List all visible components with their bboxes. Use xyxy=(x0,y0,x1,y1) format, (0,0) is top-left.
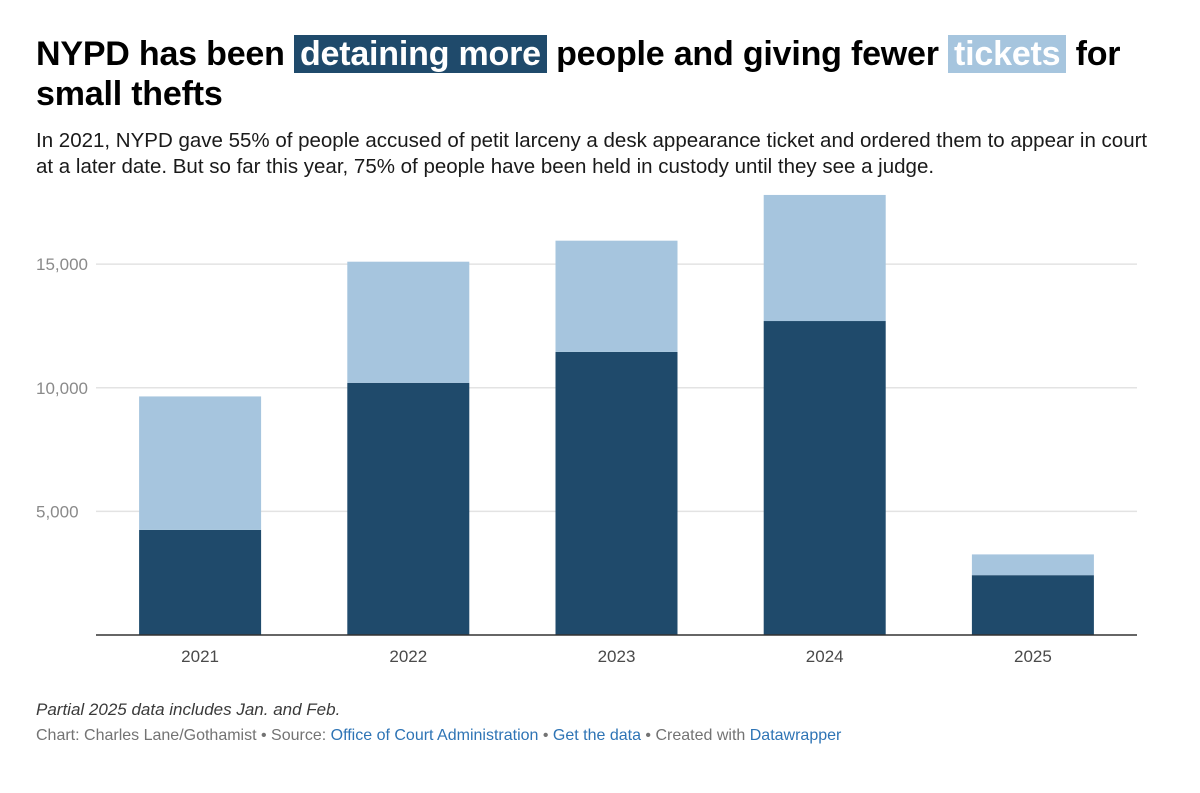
title-part-2: people and giving fewer xyxy=(546,35,949,73)
bar-tickets-2023 xyxy=(555,240,678,352)
x-tick-label: 2025 xyxy=(1014,647,1052,666)
bar-detained-2024 xyxy=(763,321,886,635)
footer-separator-data: • xyxy=(538,727,553,744)
title-part-1: NYPD has been xyxy=(36,35,294,73)
x-tick-label: 2021 xyxy=(181,647,219,666)
chart-title: NYPD has been detaining more people and … xyxy=(36,34,1166,114)
stacked-bar-chart: 5,000 10,000 15,000 2021 2022 2023 2024 2025 xyxy=(36,194,1137,666)
x-tick-label: 2024 xyxy=(806,647,844,666)
footer-separator-source: • Source: xyxy=(256,727,331,744)
bar-detained-2023 xyxy=(555,351,678,635)
title-part-3: for small thefts xyxy=(36,35,1121,113)
y-tick-label: 10,000 xyxy=(36,379,88,398)
bar-tickets-2021 xyxy=(139,396,262,530)
source-link[interactable]: Office of Court Administration xyxy=(330,727,539,744)
datawrapper-link[interactable]: Datawrapper xyxy=(749,727,842,744)
footer-separator-tool: • Created with xyxy=(640,727,750,744)
chart-footer: Chart: Charles Lane/Gothamist • Source: … xyxy=(36,727,841,745)
bar-detained-2025 xyxy=(971,575,1094,635)
title-highlight-tickets: tickets xyxy=(948,35,1067,73)
chart-subtitle: In 2021, NYPD gave 55% of people accused… xyxy=(36,129,1148,178)
bar-tickets-2022 xyxy=(347,261,470,383)
bar-detained-2022 xyxy=(347,382,470,635)
chart-note: Partial 2025 data includes Jan. and Feb. xyxy=(36,700,341,719)
x-tick-label: 2022 xyxy=(389,647,427,666)
bar-detained-2021 xyxy=(139,529,262,635)
bar-tickets-2025 xyxy=(971,554,1094,576)
bar-tickets-2024 xyxy=(763,194,886,322)
y-tick-label: 5,000 xyxy=(36,502,79,521)
get-data-link[interactable]: Get the data xyxy=(552,727,641,744)
chart-credit: Chart: Charles Lane/Gothamist xyxy=(36,727,257,744)
x-tick-label: 2023 xyxy=(598,647,636,666)
title-highlight-detaining: detaining more xyxy=(293,35,547,73)
y-tick-label: 15,000 xyxy=(36,255,88,274)
